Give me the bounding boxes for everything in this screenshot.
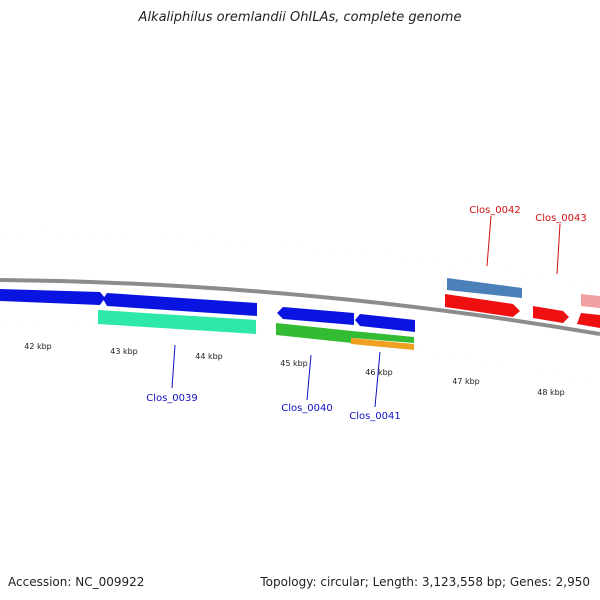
gene-arrow-blue-3[interactable] <box>277 307 354 325</box>
scale-label-44: 44 kbp <box>195 352 223 361</box>
gene-label-clos-0042: Clos_0042 <box>469 205 521 216</box>
scale-label-47: 47 kbp <box>452 377 480 386</box>
gene-features <box>0 278 600 350</box>
gene-label-clos-0039: Clos_0039 <box>146 393 198 404</box>
gene-arrow-red-1[interactable] <box>445 294 520 317</box>
scale-label-48: 48 kbp <box>537 388 565 397</box>
gene-clos-0042[interactable] <box>447 278 522 298</box>
gene-arrow-blue-2[interactable] <box>103 293 257 316</box>
gene-clos-0041[interactable] <box>351 338 414 350</box>
gene-arrow-blue-4[interactable] <box>355 314 415 332</box>
gene-label-clos-0041: Clos_0041 <box>349 411 401 422</box>
gene-clos-0043[interactable] <box>533 306 569 323</box>
genome-backbone <box>0 278 600 336</box>
gene-arrow-pink[interactable] <box>581 294 600 308</box>
scale-label-42: 42 kbp <box>24 342 52 351</box>
scale-label-46: 46 kbp <box>365 368 393 377</box>
map-title: Alkaliphilus oremlandii OhILAs, complete… <box>138 10 462 25</box>
scale-label-45: 45 kbp <box>280 359 308 368</box>
gene-arrow-red-2[interactable] <box>577 313 600 328</box>
gene-callout-lines <box>171 215 561 408</box>
gene-clos-0040[interactable] <box>276 323 352 343</box>
gene-arrow-blue-1[interactable] <box>0 289 105 305</box>
gene-label-clos-0043: Clos_0043 <box>535 213 587 224</box>
gene-clos-0039[interactable] <box>98 310 256 334</box>
gene-label-clos-0040: Clos_0040 <box>281 403 333 414</box>
gene-clos-0040-b[interactable] <box>352 331 414 343</box>
genome-stats-text: Topology: circular; Length: 3,123,558 bp… <box>260 575 590 589</box>
accession-text: Accession: NC_009922 <box>8 575 145 589</box>
scale-label-43: 43 kbp <box>110 347 138 356</box>
